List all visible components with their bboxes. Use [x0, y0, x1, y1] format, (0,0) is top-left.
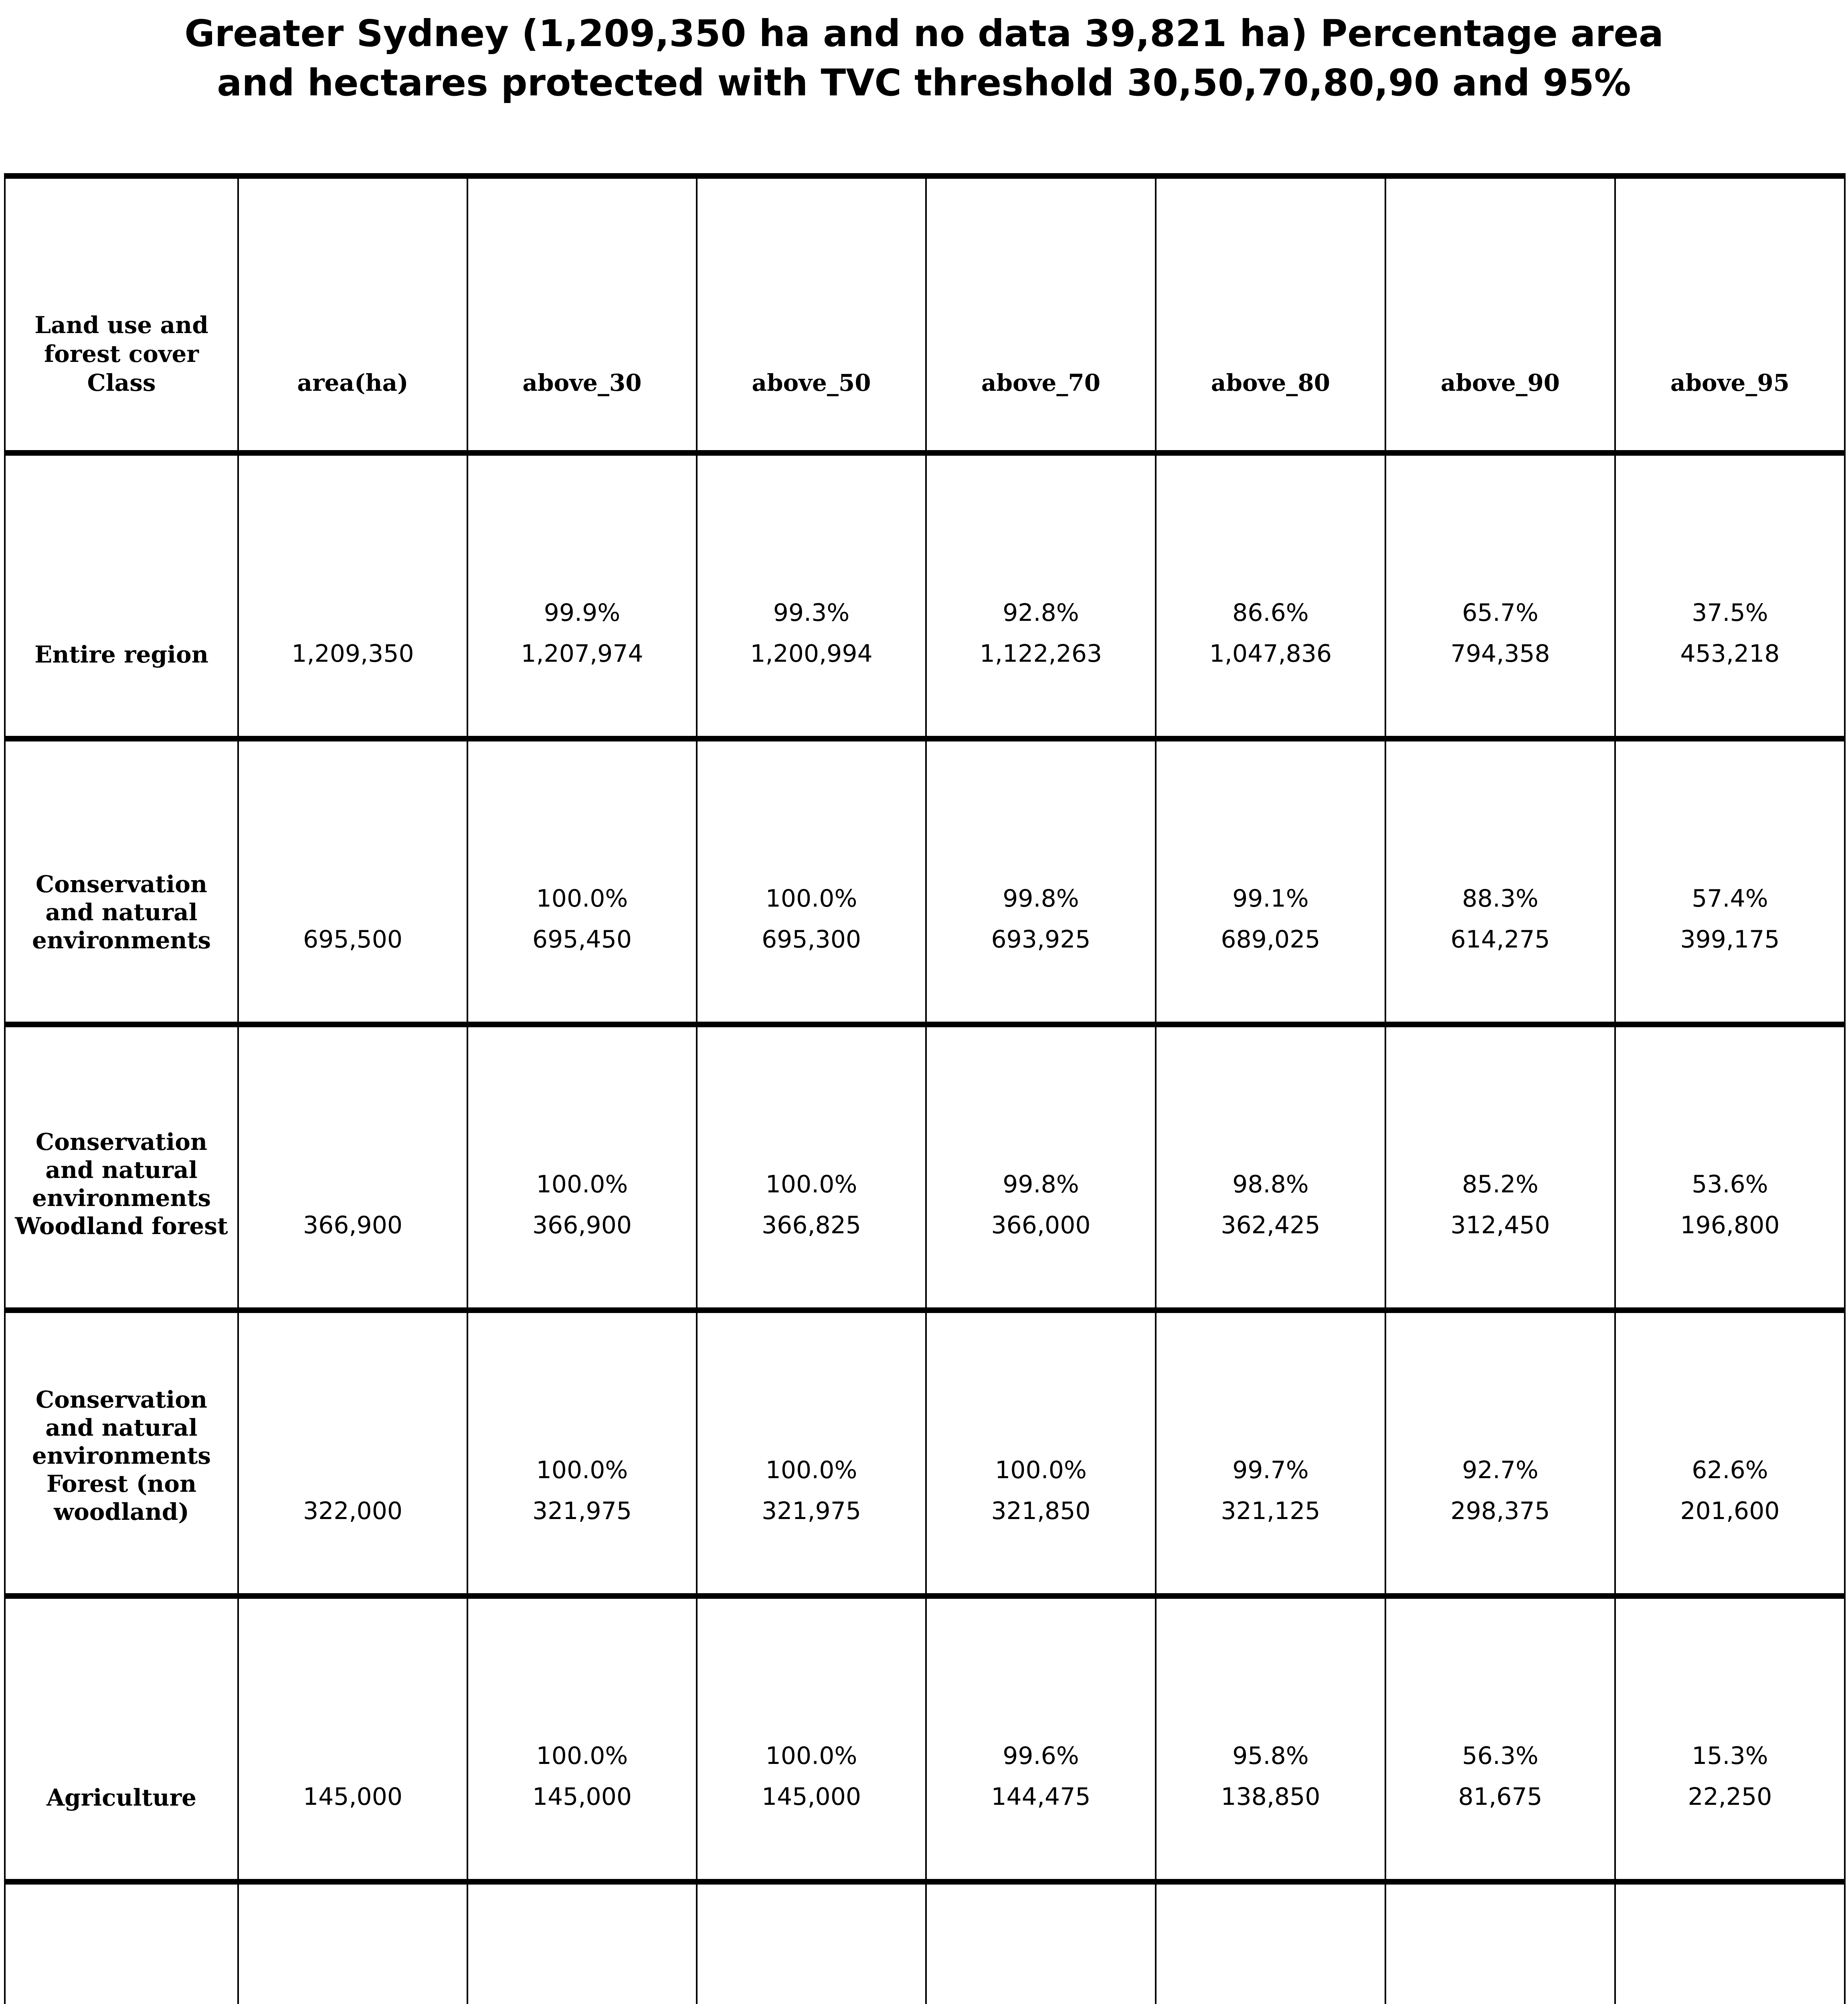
table-header-row: Land use and forest cover Class area(ha)…	[4, 173, 1846, 456]
row-class-label: Entire region	[4, 450, 239, 741]
page-title: Greater Sydney (1,209,350 ha and no data…	[0, 9, 1848, 108]
col-header-class: Land use and forest cover Class	[4, 173, 239, 456]
cell-above-30: 100.0% 321,975	[467, 1307, 698, 1599]
cell-above-50: 100.0% 321,975	[696, 1307, 927, 1599]
cell-above-90: 88.3% 614,275	[1385, 736, 1616, 1027]
table-row: Conservation and natural environments Fo…	[4, 1307, 1846, 1599]
cell-above-50: 100.0%135,275	[696, 1879, 927, 2004]
col-header-above-30: above_30	[467, 173, 698, 456]
row-class-label: Conservation and natural environments	[4, 736, 239, 1027]
row-class-label: Conservation and natural environments Fo…	[4, 1307, 239, 1599]
cell-above-95: 62.6% 201,600	[1614, 1307, 1846, 1599]
cell-above-30: 99.9% 1,207,974	[467, 450, 698, 741]
cell-above-95: 53.6% 196,800	[1614, 1022, 1846, 1313]
cell-above-90: 85.2% 312,450	[1385, 1022, 1616, 1313]
cell-above-95: 15.3% 22,250	[1614, 1593, 1846, 1885]
col-header-above-95: above_95	[1614, 173, 1846, 456]
cell-above-30: 100.0%135,275	[467, 1879, 698, 2004]
cell-above-90: 58.8%79,475	[1385, 1879, 1616, 2004]
cell-area: 695,500	[237, 736, 468, 1027]
cell-above-30: 100.0% 695,450	[467, 736, 698, 1027]
cell-above-90: 56.3% 81,675	[1385, 1593, 1616, 1885]
col-header-above-50: above_50	[696, 173, 927, 456]
col-header-above-90: above_90	[1385, 173, 1616, 456]
cell-above-70: 99.6% 144,475	[925, 1593, 1157, 1885]
cell-above-80: 98.8% 362,425	[1155, 1022, 1386, 1313]
cell-above-70: 99.7%134,850	[925, 1879, 1157, 2004]
cell-above-95: 16.2%21,850	[1614, 1879, 1846, 2004]
cell-area: 366,900	[237, 1022, 468, 1313]
col-header-above-70: above_70	[925, 173, 1157, 456]
cell-area: 145,000	[237, 1593, 468, 1885]
cell-above-50: 100.0% 366,825	[696, 1022, 927, 1313]
col-header-above-80: above_80	[1155, 173, 1386, 456]
cell-above-70: 99.8% 693,925	[925, 736, 1157, 1027]
row-class-label: Agriculture	[4, 1593, 239, 1885]
cell-above-80: 96.7%130,800	[1155, 1879, 1386, 2004]
cell-above-30: 100.0% 366,900	[467, 1022, 698, 1313]
cell-area: 135,275	[237, 1879, 468, 2004]
cell-area: 322,000	[237, 1307, 468, 1599]
cell-above-70: 100.0% 321,850	[925, 1307, 1157, 1599]
row-class-label: Conservation and natural environments Wo…	[4, 1022, 239, 1313]
cell-above-80: 99.7% 321,125	[1155, 1307, 1386, 1599]
cell-above-70: 92.8% 1,122,263	[925, 450, 1157, 741]
table-row: Conservation and natural environments 69…	[4, 736, 1846, 1027]
cell-above-80: 99.1% 689,025	[1155, 736, 1386, 1027]
cell-above-50: 100.0% 695,300	[696, 736, 927, 1027]
table-row: Agriculture 145,000 100.0% 145,000 100.0%…	[4, 1593, 1846, 1885]
cell-above-90: 65.7% 794,358	[1385, 450, 1616, 741]
cell-above-95: 37.5% 453,218	[1614, 450, 1846, 741]
cell-above-80: 86.6% 1,047,836	[1155, 450, 1386, 741]
row-class-label: Grazing	[4, 1879, 239, 2004]
col-header-area: area(ha)	[237, 173, 468, 456]
cell-above-95: 57.4% 399,175	[1614, 736, 1846, 1027]
cell-above-50: 100.0% 145,000	[696, 1593, 927, 1885]
page-title-line-1: Greater Sydney (1,209,350 ha and no data…	[184, 12, 1664, 55]
cell-above-50: 99.3% 1,200,994	[696, 450, 927, 741]
table-row: Entire region 1,209,350 99.9% 1,207,974 9…	[4, 450, 1846, 741]
cell-above-70: 99.8% 366,000	[925, 1022, 1157, 1313]
cell-above-80: 95.8% 138,850	[1155, 1593, 1386, 1885]
cell-above-30: 100.0% 145,000	[467, 1593, 698, 1885]
cell-above-90: 92.7% 298,375	[1385, 1307, 1616, 1599]
cell-area: 1,209,350	[237, 450, 468, 741]
table-row: Grazing 135,275 100.0%135,275 100.0%135,…	[4, 1879, 1846, 2004]
protection-table: Land use and forest cover Class area(ha)…	[4, 173, 1846, 2004]
table-row: Conservation and natural environments Wo…	[4, 1022, 1846, 1313]
page-title-line-2: and hectares protected with TVC threshol…	[217, 61, 1631, 105]
